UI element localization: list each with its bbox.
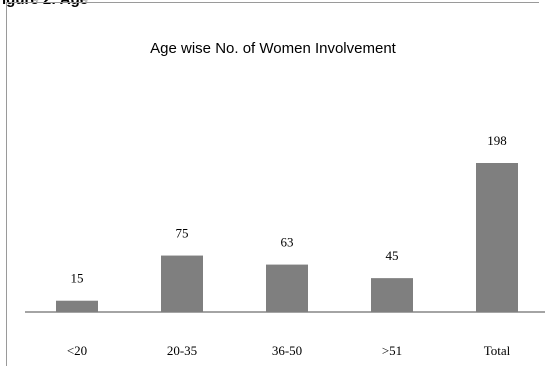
value-label-20: 15 <box>71 271 84 286</box>
value-labels: 15 75 63 45 198 <box>71 133 507 286</box>
tick-label-20-35: 20-35 <box>167 343 197 358</box>
value-label-20-35: 75 <box>176 226 189 241</box>
tick-label-20: <20 <box>67 343 87 358</box>
chart-title: Age wise No. of Women Involvement <box>150 40 397 57</box>
bar-20-35 <box>161 255 203 312</box>
bar-20 <box>56 300 98 312</box>
tick-label-51: >51 <box>382 343 402 358</box>
figure-caption: igure 2: Age <box>2 0 88 8</box>
bar-total <box>476 163 518 312</box>
value-label-36-50: 63 <box>281 235 294 250</box>
value-label-51: 45 <box>386 248 399 263</box>
tick-label-36-50: 36-50 <box>272 343 302 358</box>
x-tick-labels: <20 20-35 36-50 >51 Total <box>67 343 511 358</box>
bar-36-50 <box>266 264 308 312</box>
value-label-total: 198 <box>487 133 507 148</box>
bar-51 <box>371 278 413 312</box>
bar-series <box>56 163 518 312</box>
chart-frame <box>6 2 539 366</box>
tick-label-total: Total <box>484 343 511 358</box>
